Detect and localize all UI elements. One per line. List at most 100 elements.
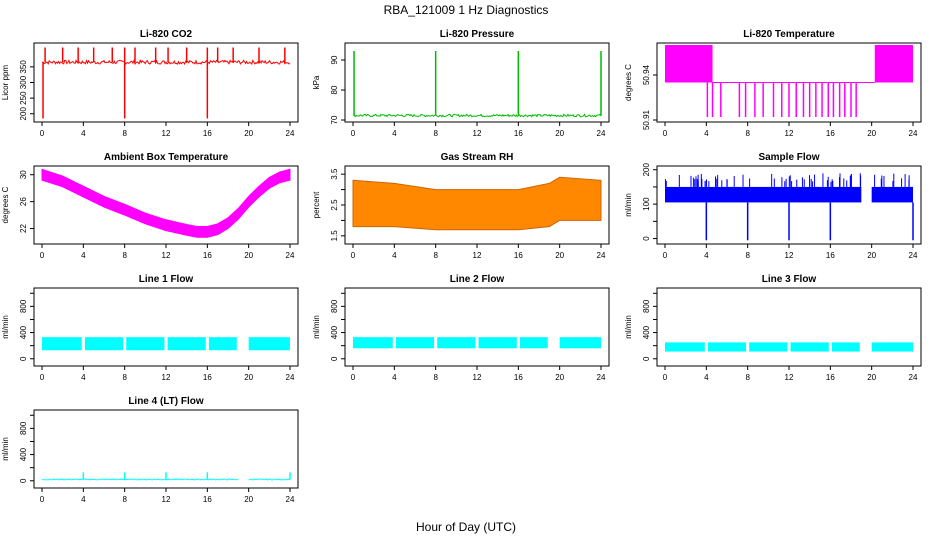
y-tick-label: 800 (19, 299, 28, 313)
x-tick-label: 4 (704, 129, 709, 138)
x-tick-label: 4 (392, 251, 397, 260)
x-tick-label: 0 (40, 495, 45, 504)
flow-band (167, 337, 206, 351)
x-tick-label: 12 (785, 373, 794, 382)
x-tick-label: 16 (514, 129, 523, 138)
x-tick-label: 20 (555, 129, 564, 138)
panel-5: Gas Stream RH percent 0 4 8 12 16 20 24 1.5 2.5 3.5 (312, 152, 610, 260)
y-tick-label: 400 (330, 325, 339, 339)
panel-7: Line 1 Flow ml/min 0 4 8 12 16 20 24 0 400 800 (1, 274, 299, 382)
y-axis-label: ml/min (624, 193, 633, 217)
panel-1: Li-820 CO2 Licor ppm 0 4 8 12 16 20 24 200 250 3003… (1, 29, 299, 138)
x-tick-label: 12 (162, 129, 171, 138)
x-tick-label: 24 (597, 373, 606, 382)
plot-frame (344, 287, 610, 367)
flow-band (84, 337, 124, 351)
x-tick-label: 8 (122, 373, 127, 382)
plot-frame (344, 42, 610, 123)
x-tick-label: 0 (663, 129, 668, 138)
x-tick-label: 0 (40, 129, 45, 138)
flow-band (559, 337, 601, 349)
flow-band (208, 337, 237, 351)
y-tick-label: 100 (642, 197, 651, 211)
x-tick-label: 12 (473, 373, 482, 382)
y-axis-label: ml/min (1, 437, 10, 461)
y-tick-label: 800 (330, 299, 339, 313)
y-tick-label: 3.5 (330, 168, 339, 180)
x-tick-label: 8 (122, 129, 127, 138)
flow-band (353, 337, 393, 349)
y-axis-label: degrees C (1, 186, 10, 223)
plot-frame (33, 287, 299, 367)
y-tick-label: 0 (642, 236, 651, 241)
x-tick-label: 12 (785, 129, 794, 138)
flow-band (519, 337, 548, 349)
x-tick-label: 24 (909, 129, 918, 138)
flow-band (478, 337, 517, 349)
y-tick-label: 200 (642, 163, 651, 177)
y-tick-label: 400 (642, 325, 651, 339)
panel-title: Sample Flow (758, 152, 819, 163)
x-tick-label: 8 (433, 251, 438, 260)
flow-band (665, 342, 705, 352)
x-tick-label: 20 (867, 129, 876, 138)
flow-band (871, 186, 913, 203)
x-tick-label: 24 (286, 129, 295, 138)
series-line (41, 478, 291, 481)
panel-10: Line 4 (LT) Flow ml/min 0 4 8 12 16 20 24 0 400 800 (1, 396, 299, 504)
x-tick-label: 0 (40, 251, 45, 260)
x-tick-label: 20 (244, 129, 253, 138)
flow-band (790, 342, 829, 352)
x-tick-label: 16 (514, 373, 523, 382)
x-tick-label: 0 (663, 373, 668, 382)
flow-band (437, 337, 476, 349)
x-tick-label: 8 (122, 495, 127, 504)
x-tick-label: 24 (286, 495, 295, 504)
flow-band (248, 337, 290, 351)
flow-band (42, 337, 82, 351)
panel-title: Li-820 CO2 (140, 29, 193, 40)
y-tick-label: 2.5 (330, 199, 339, 211)
panel-title: Line 3 Flow (762, 274, 817, 285)
panel-3: Li-820 Temperature degrees C 0 4 8 12 16 20 24 50… (624, 29, 922, 138)
plot-frame (656, 287, 922, 367)
x-tick-label: 24 (597, 251, 606, 260)
y-axis-label: ml/min (624, 315, 633, 339)
y-axis-label: percent (312, 191, 321, 218)
y-axis-label: ml/min (1, 315, 10, 339)
panel-title: Gas Stream RH (441, 152, 514, 163)
temperature-block (665, 45, 713, 83)
x-tick-label: 8 (745, 129, 750, 138)
x-tick-label: 0 (40, 373, 45, 382)
x-tick-label: 4 (704, 373, 709, 382)
y-tick-label: 1.5 (330, 230, 339, 242)
series-line (41, 58, 291, 66)
y-tick-label: 250 (19, 91, 28, 105)
x-tick-label: 4 (392, 129, 397, 138)
flow-band (749, 342, 788, 352)
y-tick-label: 30 (19, 170, 28, 179)
x-tick-label: 16 (203, 251, 212, 260)
y-tick-label: 70 (330, 115, 339, 124)
panel-title: Line 1 Flow (139, 274, 194, 285)
x-tick-label: 20 (555, 373, 564, 382)
y-axis-label: Licor ppm (1, 65, 10, 100)
x-tick-label: 20 (867, 251, 876, 260)
x-tick-label: 16 (826, 373, 835, 382)
x-tick-label: 20 (244, 251, 253, 260)
x-tick-label: 12 (162, 373, 171, 382)
x-tick-label: 20 (244, 495, 253, 504)
flow-band (871, 342, 913, 352)
panel-title: Ambient Box Temperature (104, 152, 229, 163)
x-tick-label: 4 (81, 373, 86, 382)
x-tick-label: 16 (514, 251, 523, 260)
flow-band (126, 337, 165, 351)
x-tick-label: 12 (473, 251, 482, 260)
y-tick-label: 0 (19, 356, 28, 361)
figure-title: RBA_121009 1 Hz Diagnostics (384, 3, 549, 17)
x-tick-label: 8 (122, 251, 127, 260)
y-tick-label: 300 (19, 75, 28, 89)
x-tick-label: 8 (433, 373, 438, 382)
y-tick-label: 26 (19, 197, 28, 206)
